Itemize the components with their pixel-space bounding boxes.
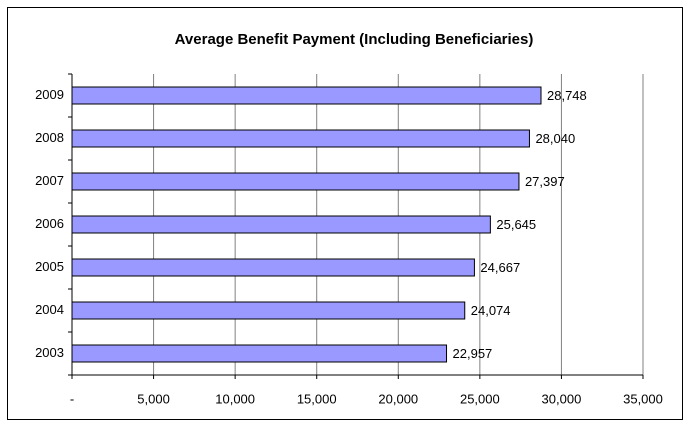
x-tick-label: 15,000 <box>297 391 337 406</box>
value-label: 24,667 <box>480 260 520 275</box>
y-tick-label: 2004 <box>35 302 64 317</box>
value-label: 28,040 <box>535 131 575 146</box>
bar <box>71 86 542 105</box>
bar <box>71 344 448 363</box>
y-tick-label: 2006 <box>35 216 64 231</box>
bar <box>71 301 466 320</box>
bar <box>71 215 491 234</box>
y-tick-label: 2009 <box>35 87 64 102</box>
value-label: 25,645 <box>496 217 536 232</box>
bar <box>71 172 520 191</box>
x-tick-label: 25,000 <box>460 391 500 406</box>
y-tick-label: 2007 <box>35 173 64 188</box>
x-tick-label: 20,000 <box>378 391 418 406</box>
y-tick-label: 2008 <box>35 130 64 145</box>
y-tick-label: 2005 <box>35 259 64 274</box>
x-tick-label: 10,000 <box>215 391 255 406</box>
x-tick-label: 35,000 <box>623 391 663 406</box>
y-tick-label: 2003 <box>35 345 64 360</box>
bar <box>71 258 475 277</box>
value-label: 22,957 <box>453 346 493 361</box>
value-label: 28,748 <box>547 88 587 103</box>
x-tick-label: - <box>70 391 74 406</box>
x-tick-label: 30,000 <box>542 391 582 406</box>
value-label: 27,397 <box>525 174 565 189</box>
chart-title: Average Benefit Payment (Including Benef… <box>175 31 534 48</box>
x-tick-label: 5,000 <box>137 391 170 406</box>
bar <box>71 129 530 148</box>
value-label: 24,074 <box>471 303 511 318</box>
